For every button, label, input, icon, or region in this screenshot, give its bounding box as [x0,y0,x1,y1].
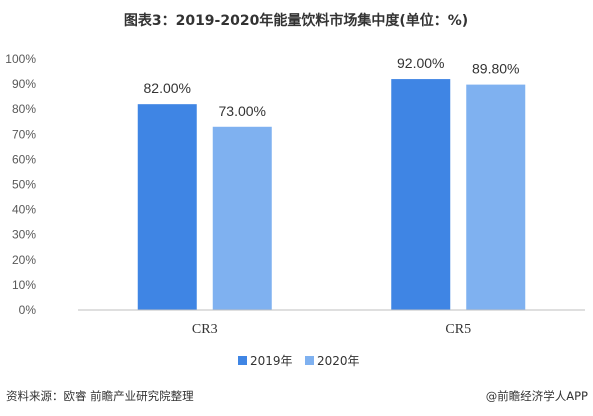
y-tick-label: 30% [12,228,36,242]
y-tick-label: 50% [12,178,36,192]
legend-label: 2019年 [250,354,293,368]
y-tick-label: 90% [12,77,36,91]
y-tick-label: 0% [19,303,37,317]
y-tick-label: 40% [12,203,36,217]
data-labels: 82.00% 73.00% 92.00% 89.80% [144,55,520,119]
legend-swatch [238,356,247,365]
data-label: 92.00% [397,55,444,71]
y-tick-label: 20% [12,253,36,267]
legend: 2019年 2020年 [238,354,360,368]
legend-swatch [305,356,314,365]
y-tick-label: 80% [12,102,36,116]
bar-cr5-2019 [391,79,451,310]
y-tick-label: 70% [12,127,36,141]
y-tick-label: 60% [12,152,36,166]
y-tick-label: 10% [12,278,36,292]
x-category-label: CR5 [445,322,471,337]
y-tick-label: 100% [5,52,36,66]
bar-cr3-2019 [137,104,197,311]
x-category-label: CR3 [192,322,218,337]
legend-label: 2020年 [317,354,360,368]
data-label: 73.00% [219,103,266,119]
bars [137,79,526,311]
source-note: 资料来源：欧睿 前瞻产业研究院整理 [6,389,194,403]
data-label: 89.80% [472,61,519,77]
chart-title: 图表3：2019-2020年能量饮料市场集中度(单位：%) [124,12,468,29]
bar-cr3-2020 [212,126,272,311]
data-label: 82.00% [144,80,191,96]
bar-cr5-2020 [466,84,526,311]
y-axis-ticks: 0% 10% 20% 30% 40% 50% 60% 70% 80% 90% 100% [5,52,36,317]
x-axis-categories: CR3 CR5 [192,322,471,337]
brand-note: @前瞻经济学人APP [486,389,588,403]
